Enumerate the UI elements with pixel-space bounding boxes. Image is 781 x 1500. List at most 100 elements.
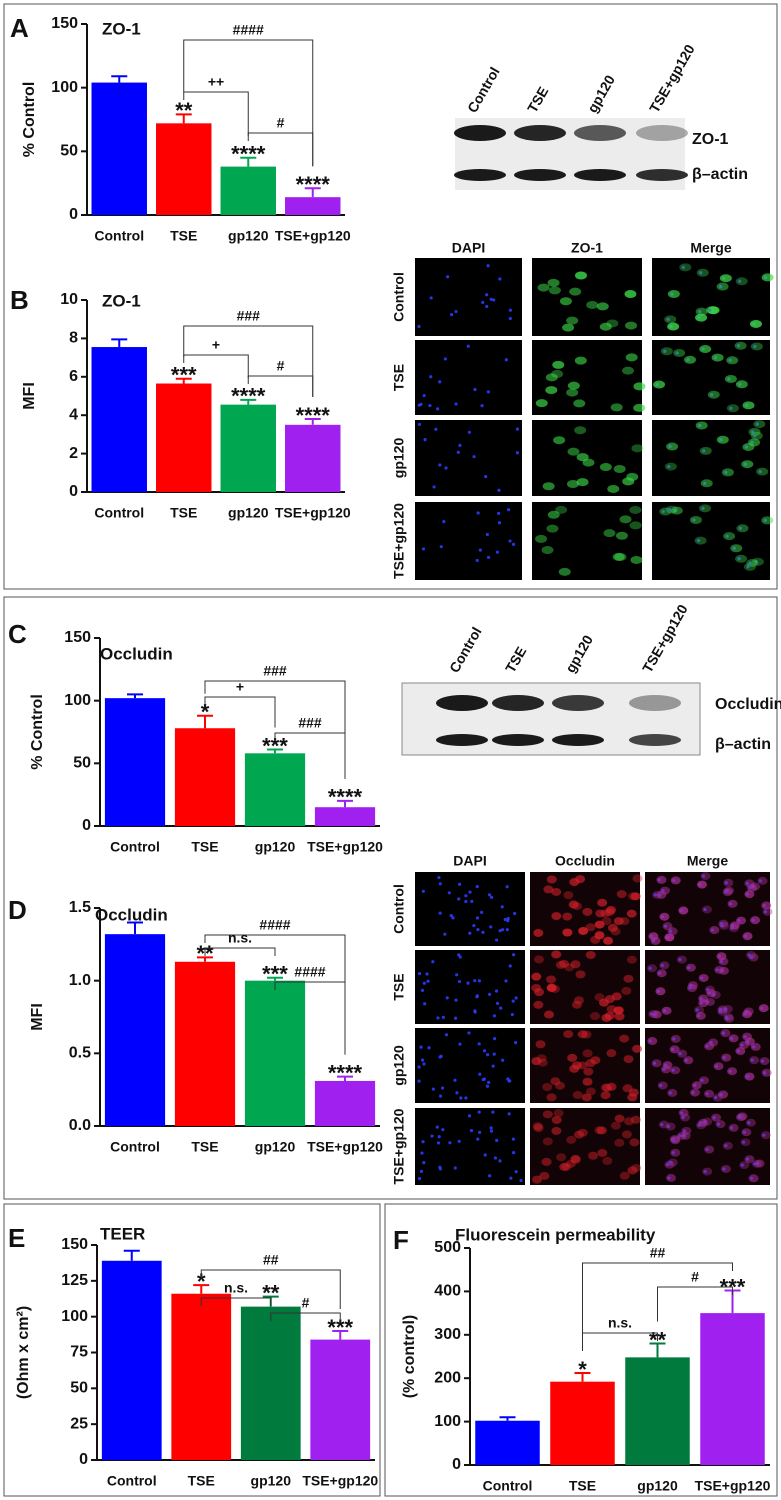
stained-cell [596,302,609,311]
nucleus [512,953,516,957]
stained-cell [558,567,571,576]
bar [156,383,212,492]
nucleus [486,1053,490,1057]
y-tick-label: 150 [51,15,78,32]
stained-cell [723,878,734,887]
nucleus [763,518,767,522]
nucleus [671,1151,675,1155]
nucleus [703,907,707,912]
band-label: β–actin [692,166,748,183]
nucleus [456,450,460,454]
stained-cell [746,883,757,892]
y-axis-label: (Ohm x cm²) [15,1306,32,1399]
stained-cell [666,442,679,451]
nucleus [422,393,426,398]
stained-cell [759,1057,770,1066]
stained-cell [695,307,708,316]
nucleus [492,1014,497,1018]
stained-cell [651,1059,662,1068]
nucleus [701,874,706,878]
stained-cell [553,1109,564,1118]
stained-cell [594,1126,605,1135]
nucleus [719,922,723,926]
bracket-label: + [212,337,220,353]
lane-label: TSE+gp120 [646,41,698,115]
lane-label: Control [446,624,485,675]
stained-cell [744,890,755,899]
x-tick-label: Control [110,839,160,855]
significance-bracket [274,732,346,779]
stained-cell [619,515,632,524]
stained-cell [656,875,667,884]
nucleus [443,932,447,936]
stained-cell [751,557,764,566]
stained-cell [556,1153,567,1162]
nucleus [742,1130,746,1134]
stained-cell [664,462,677,471]
bar [171,1293,232,1460]
panel-frame [3,596,778,1200]
stained-cell [573,996,584,1005]
stained-cell [677,1049,688,1058]
nucleus [501,1058,505,1062]
panel-frame [3,1203,381,1497]
error-bar [649,1342,666,1358]
y-tick-label: 0 [82,817,91,834]
panel-letter: C [8,619,27,649]
stained-cell [673,348,686,357]
chart-title: ZO-1 [102,19,141,38]
significance-bracket [183,39,314,167]
bracket-label: ++ [208,74,224,90]
stained-cell [749,319,762,328]
row-label: TSE+gp120 [391,1108,407,1184]
stained-cell [606,1049,617,1058]
stained-cell [535,1040,546,1049]
significance-mark: **** [328,785,363,810]
nucleus [427,1046,431,1050]
nucleus [451,916,455,920]
stained-cell [542,1110,553,1119]
nucleus [488,1174,492,1178]
stained-cell [596,1126,607,1135]
significance-bracket [200,1269,341,1309]
bracket-label: + [236,679,244,695]
bar [91,347,147,492]
nucleus [653,893,657,897]
nucleus [738,1114,743,1118]
stained-cell [683,355,696,364]
stained-cell [577,1030,588,1039]
nucleus [699,271,703,275]
panel-letter: F [393,1225,409,1255]
nucleus [417,1065,421,1069]
stained-cell [656,969,667,978]
nucleus [485,304,489,309]
y-tick-label: 0 [452,1456,461,1473]
stained-cell [594,931,605,940]
bar [244,753,306,826]
nucleus [498,1159,502,1163]
stained-cell [627,1166,638,1175]
stained-cell [683,1056,694,1065]
nucleus [440,1086,445,1090]
stained-cell [718,919,729,928]
significance-mark: **** [296,172,331,197]
stained-cell [621,986,632,995]
nucleus [486,555,491,559]
stained-cell [667,322,680,331]
nucleus [457,897,461,901]
stained-cell [606,1082,617,1091]
stained-cell [743,562,756,571]
stained-cell [716,435,729,444]
y-tick-label: 2 [69,445,78,462]
x-tick-label: gp120 [255,839,296,855]
stained-cell [670,876,681,885]
nucleus [436,1016,440,1020]
nucleus [423,438,427,442]
nucleus [494,938,499,942]
nucleus [445,996,449,1000]
stained-cell [711,353,724,362]
y-tick-label: 0.0 [69,1117,91,1134]
stained-cell [704,1089,715,1098]
stained-cell [761,901,772,910]
stained-cell [705,306,718,315]
